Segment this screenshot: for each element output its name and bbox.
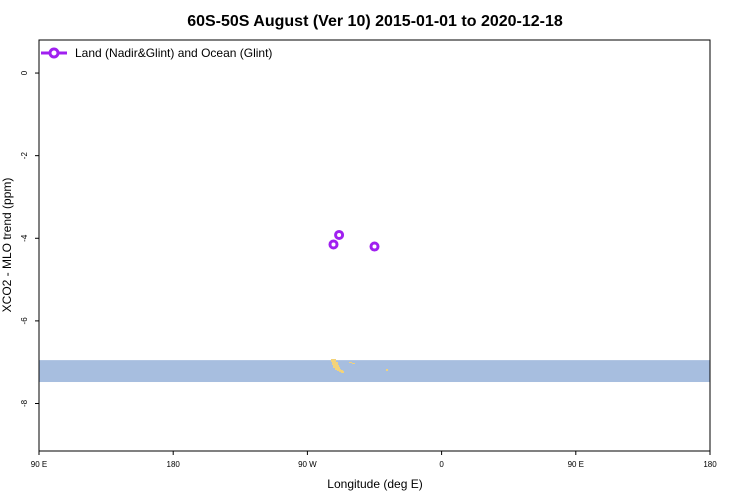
y-tick-label: -6 <box>20 317 29 325</box>
data-point <box>328 239 339 250</box>
x-tick-label: 180 <box>703 460 717 469</box>
x-tick-label: 0 <box>439 460 444 469</box>
y-tick-label: -8 <box>20 399 29 407</box>
plot-frame <box>38 39 711 452</box>
legend-marker <box>48 47 60 59</box>
y-axis: 0 -2 -4 -6 -8 <box>20 70 39 407</box>
ocean-band <box>39 360 710 383</box>
map-band <box>39 359 710 383</box>
land-patch <box>386 369 388 371</box>
land-patch <box>341 371 344 373</box>
legend-label: Land (Nadir&Glint) and Ocean (Glint) <box>75 46 272 60</box>
land-patch <box>332 362 338 365</box>
land-patch <box>331 359 336 362</box>
x-tick-label: 180 <box>167 460 181 469</box>
x-tick-label: 90 E <box>31 460 47 469</box>
y-axis-label: XCO2 - MLO trend (ppm) <box>0 178 14 313</box>
land-patch <box>349 362 352 363</box>
x-tick-label: 90 E <box>568 460 584 469</box>
y-tick-label: -2 <box>20 152 29 160</box>
data-points <box>328 229 380 252</box>
data-point <box>334 229 345 240</box>
land-patch <box>333 365 339 368</box>
data-point <box>369 241 380 252</box>
legend: Land (Nadir&Glint) and Ocean (Glint) <box>41 46 272 60</box>
x-axis: 90 E 180 90 W 0 90 E 180 <box>31 451 717 469</box>
land-patch <box>352 363 355 364</box>
chart-title: 60S-50S August (Ver 10) 2015-01-01 to 20… <box>187 13 563 30</box>
y-tick-label: 0 <box>20 70 29 75</box>
x-tick-label: 90 W <box>298 460 317 469</box>
y-tick-label: -4 <box>20 234 29 242</box>
land-patch <box>335 367 340 370</box>
x-axis-label: Longitude (deg E) <box>327 477 422 491</box>
